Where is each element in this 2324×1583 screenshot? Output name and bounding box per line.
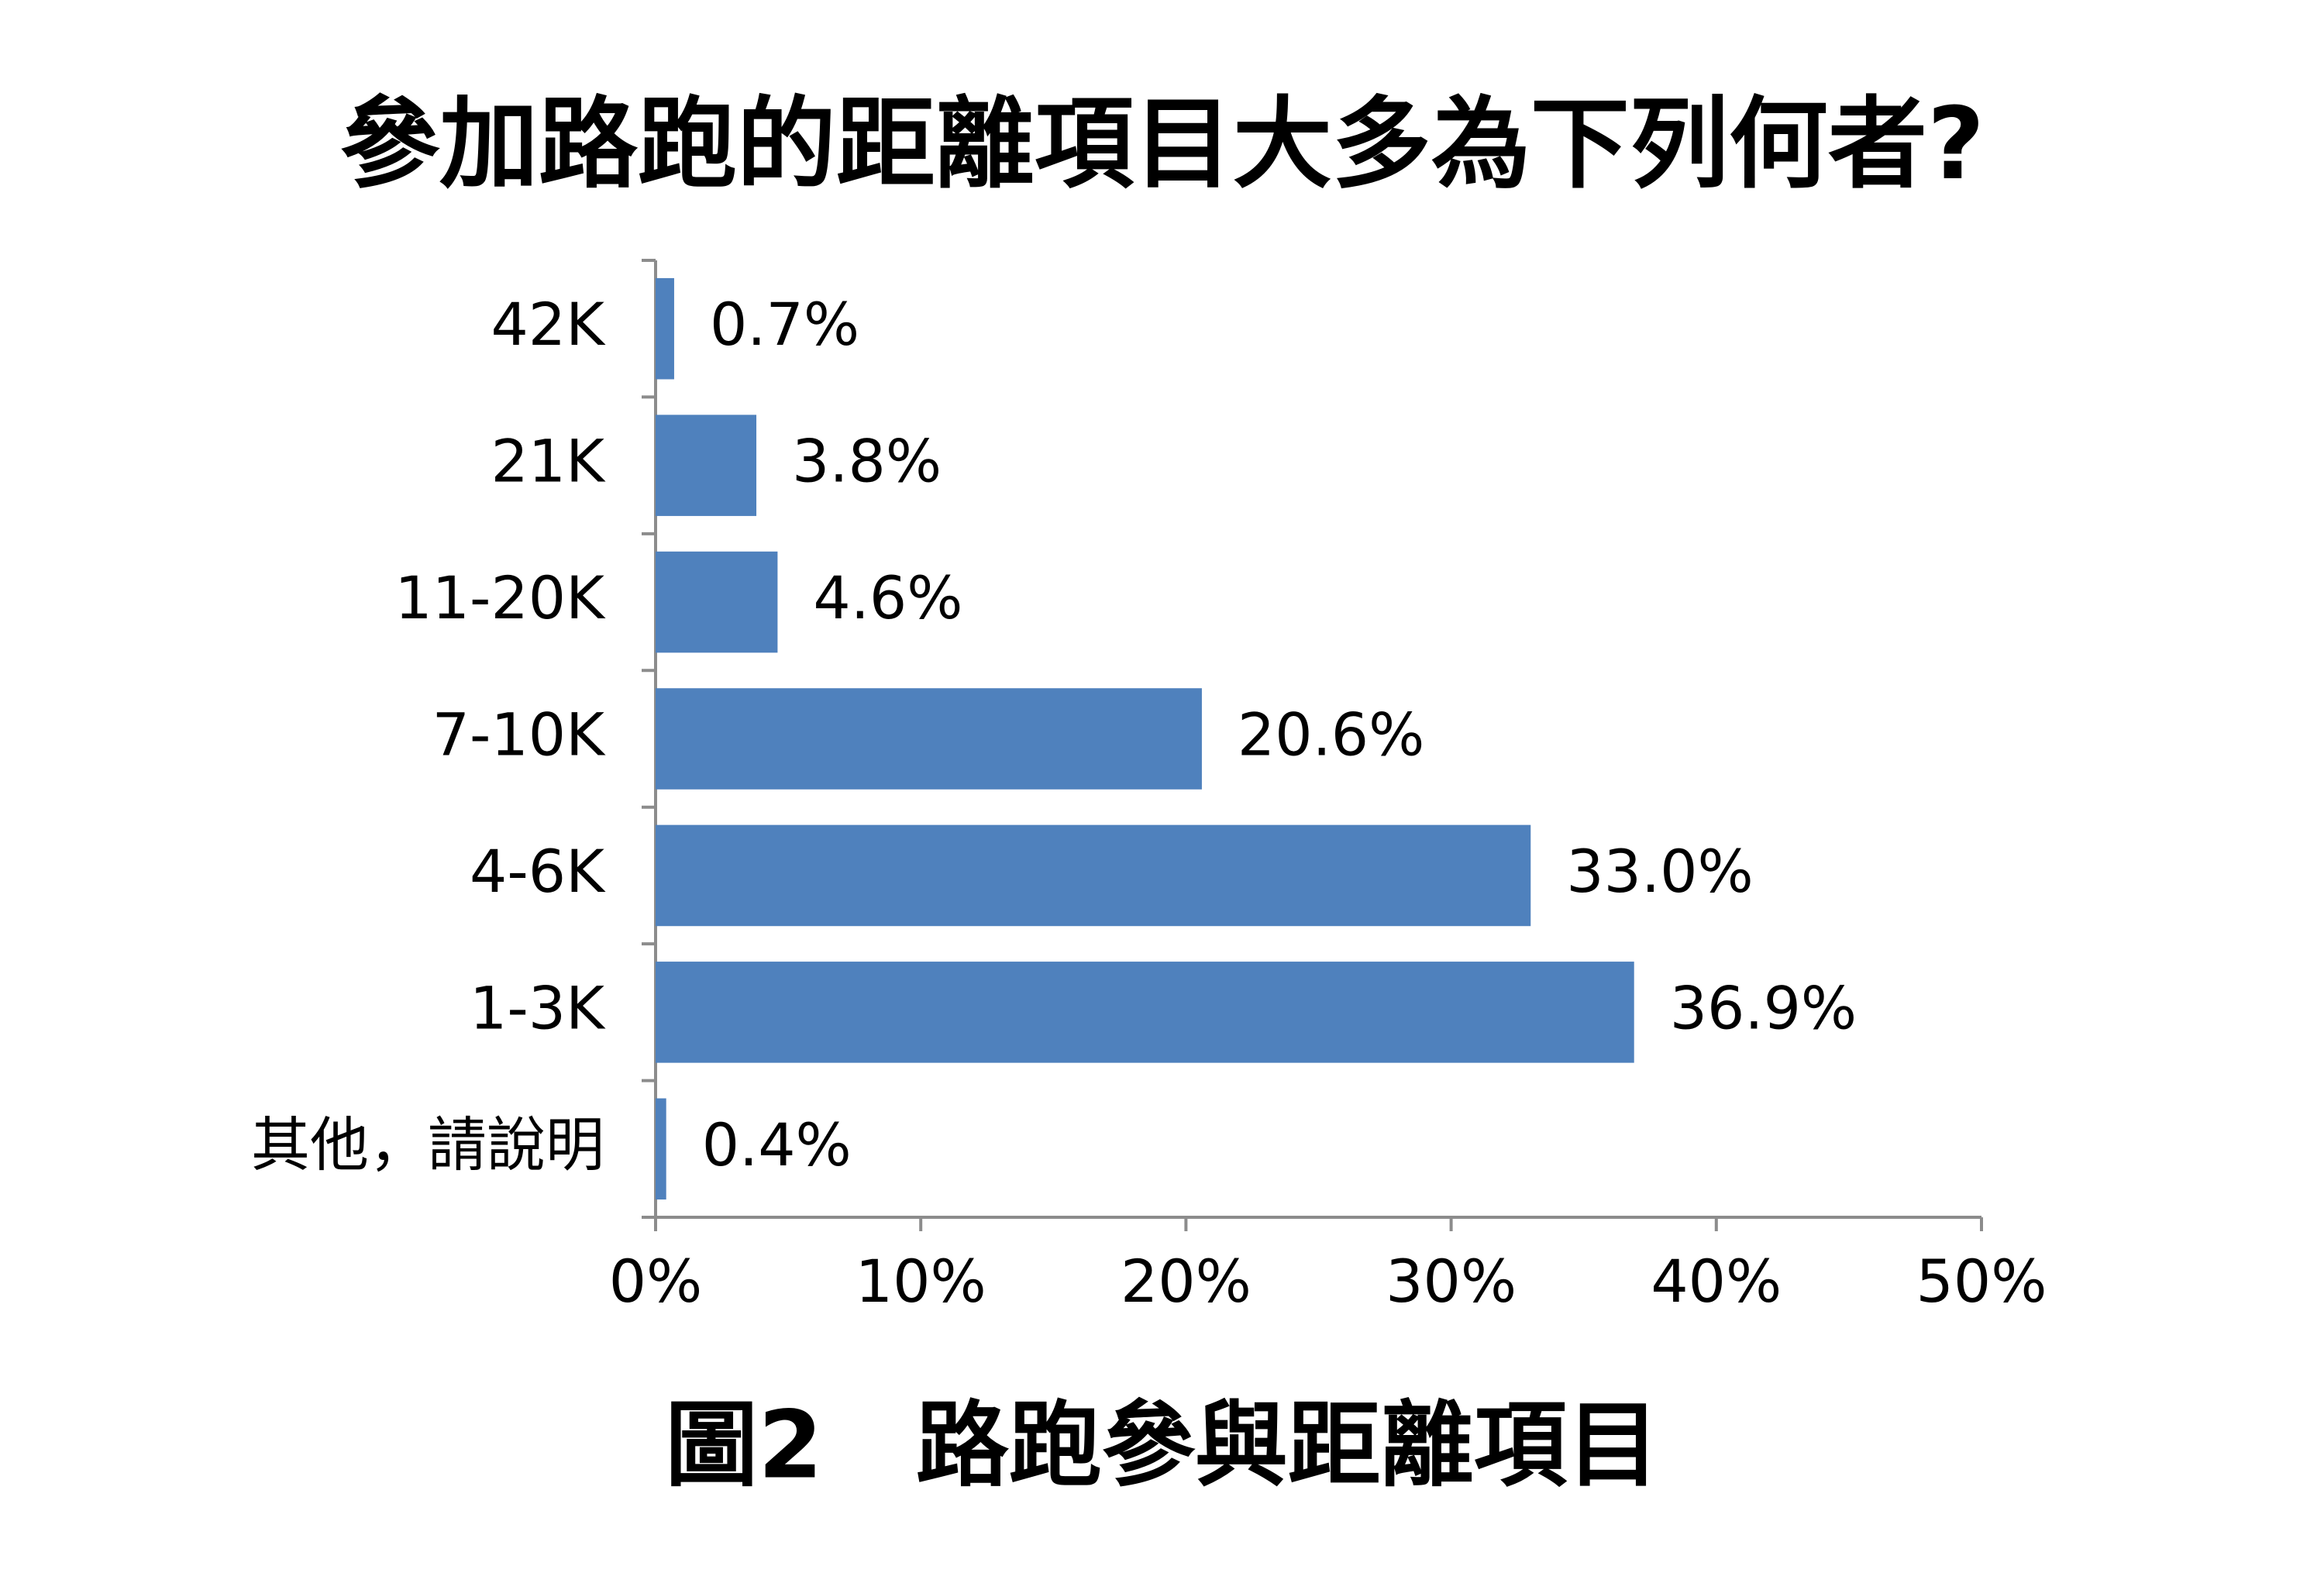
bar (656, 688, 1202, 790)
value-label: 20.6% (1238, 700, 1424, 769)
value-label: 33.0% (1566, 837, 1753, 906)
value-label: 4.6% (813, 563, 962, 632)
bar (656, 415, 757, 516)
x-tick-label: 30% (1386, 1247, 1517, 1316)
bar (656, 551, 778, 653)
bar (656, 1098, 666, 1200)
value-label: 0.4% (702, 1110, 852, 1179)
value-label: 3.8% (792, 427, 942, 496)
y-tick-label: 1-3K (470, 973, 606, 1042)
bar (656, 824, 1531, 927)
y-tick-label: 42K (491, 290, 606, 359)
bar (656, 277, 674, 380)
x-tick-label: 10% (856, 1247, 986, 1316)
y-tick-label: 其他，請說明 (251, 1110, 604, 1179)
x-tick-label: 0% (609, 1247, 703, 1316)
bar (656, 962, 1634, 1063)
x-tick-label: 40% (1651, 1247, 1782, 1316)
value-label: 0.7% (710, 290, 859, 359)
chart-title: 參加路跑的距離項目大多為下列何者? (340, 87, 1985, 202)
figure-caption: 圖2 路跑參與距離項目 (665, 1392, 1660, 1500)
y-tick-label: 7-10K (432, 700, 606, 769)
y-tick-label: 11-20K (394, 563, 606, 632)
x-tick-label: 50% (1916, 1247, 2047, 1316)
y-tick-label: 4-6K (470, 837, 606, 906)
y-tick-label: 21K (491, 427, 606, 496)
x-tick-label: 20% (1121, 1247, 1252, 1316)
value-label: 36.9% (1670, 973, 1857, 1042)
